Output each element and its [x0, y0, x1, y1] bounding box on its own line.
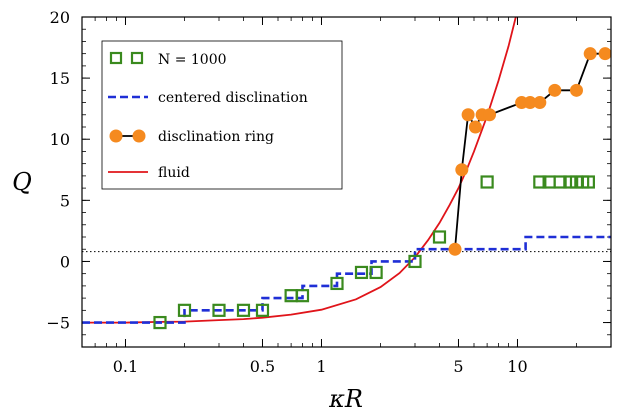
series-n1000-point-16	[563, 175, 577, 189]
legend-swatch-disclination-ring-a	[109, 129, 123, 143]
series-fluid-line	[82, 17, 517, 324]
series-n1000-point-12	[480, 175, 494, 189]
series-n1000-point-11	[432, 230, 447, 244]
x-tick-label-2: 1	[316, 357, 326, 376]
series-n1000-point-6	[295, 289, 310, 303]
y-tick-label-5: 20	[50, 8, 70, 27]
series-n1000-point-2	[212, 303, 226, 317]
legend-swatches	[108, 51, 148, 173]
legend-swatch-disclination-ring-b	[132, 129, 146, 143]
series-n1000-point-15	[553, 175, 567, 189]
series-centered-disclination-line	[82, 235, 611, 324]
legend-swatch-n1000-b	[130, 51, 144, 65]
series-n1000-point-4	[255, 303, 270, 317]
series-n1000-point-10	[408, 254, 422, 269]
legend-label-centered-disclination: centered disclination	[158, 90, 308, 106]
legend-swatch-n1000-a	[109, 51, 123, 65]
series-disclination-ring-point-1	[455, 163, 469, 177]
series-disclination-ring-point-2	[461, 108, 475, 122]
series-disclination-ring-point-0	[448, 242, 462, 256]
x-axis-title: κR	[328, 385, 363, 413]
y-tick-label-4: 15	[50, 69, 70, 88]
series-n1000-point-8	[354, 265, 369, 280]
series-disclination-ring-point-8	[533, 96, 547, 110]
series-n1000-point-13	[533, 175, 547, 189]
x-tick-label-4: 10	[507, 357, 527, 376]
y-tick-label-2: 5	[60, 191, 70, 210]
legend-label-fluid: fluid	[158, 165, 190, 181]
y-tick-label-3: 10	[50, 130, 70, 149]
series-disclination-ring-point-5	[483, 108, 497, 122]
legend: N = 1000 centered disclination disclinat…	[101, 40, 343, 190]
series-n1000-point-0	[153, 315, 167, 330]
data-layer	[82, 17, 611, 330]
series-n1000-point-7	[330, 276, 344, 291]
x-tick-label-1: 0.5	[250, 357, 275, 376]
plot-frame	[81, 16, 612, 348]
y-tick-label-0: −5	[46, 314, 70, 333]
legend-label-n1000: N = 1000	[158, 52, 227, 68]
series-disclination-ring-point-3	[468, 120, 482, 134]
series-disclination-ring-point-11	[583, 47, 597, 61]
y-axis-title: Q	[12, 168, 32, 196]
legend-label-disclination-ring: disclination ring	[158, 129, 274, 145]
x-tick-label-3: 5	[453, 357, 463, 376]
series-n1000-point-19	[581, 175, 595, 189]
x-tick-label-0: 0.1	[113, 357, 138, 376]
y-tick-label-1: 0	[60, 252, 70, 271]
series-n1000-point-9	[369, 265, 383, 280]
series-n1000-point-1	[177, 303, 192, 317]
series-disclination-ring-point-7	[523, 96, 537, 110]
series-n1000-point-3	[236, 303, 251, 317]
series-disclination-ring-point-12	[598, 47, 611, 61]
legend-box	[101, 40, 343, 190]
series-disclination-ring-point-10	[569, 83, 583, 97]
series-disclination-ring-point-9	[548, 83, 562, 97]
